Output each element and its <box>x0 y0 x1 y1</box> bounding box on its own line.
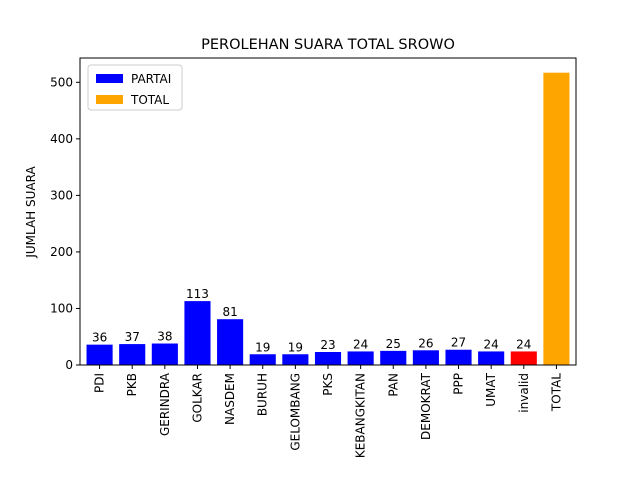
legend-swatch-partai <box>96 74 123 83</box>
bar-gelombang <box>282 354 309 365</box>
bar-demokrat <box>412 350 439 365</box>
x-tick-label-nasdem: NASDEM <box>223 373 237 425</box>
bar-pdi <box>86 344 113 365</box>
data-label-buruh: 19 <box>255 340 270 354</box>
data-label-gelombang: 19 <box>288 340 303 354</box>
legend-label-partai: PARTAI <box>131 72 171 86</box>
bar-pkb <box>119 344 146 365</box>
x-tick-label-invalid: invalid <box>517 373 531 413</box>
y-tick-label-300: 300 <box>50 188 73 202</box>
y-tick-label-200: 200 <box>50 245 73 259</box>
x-tick-label-buruh: BURUH <box>256 373 270 416</box>
bar-nasdem <box>217 319 244 365</box>
bar-golkar <box>184 301 211 365</box>
legend-swatch-total <box>96 95 123 104</box>
plot-frame <box>79 57 577 366</box>
x-tick-label-golkar: GOLKAR <box>190 373 204 423</box>
legend-label-total: TOTAL <box>130 93 169 107</box>
data-label-ppp: 27 <box>451 336 466 350</box>
bar-gerindra <box>151 343 178 365</box>
data-label-gerindra: 38 <box>157 330 172 344</box>
bar-total <box>543 72 570 365</box>
data-label-pan: 25 <box>386 337 401 351</box>
x-tick-label-demokrat: DEMOKRAT <box>419 372 433 440</box>
data-label-golkar: 113 <box>186 287 209 301</box>
x-axis: PDI PKB GERINDRA GOLKAR NASDEM BURUH GELOMBANG… <box>93 365 563 458</box>
y-axis: 0 100 200 300 400 500 <box>50 75 80 372</box>
chart-title: PEROLEHAN SUARA TOTAL SROWO <box>201 37 455 53</box>
data-label-invalid: 24 <box>516 337 531 351</box>
data-label-umat: 24 <box>484 337 499 351</box>
data-label-kebangkitan: 24 <box>353 337 368 351</box>
y-tick-label-400: 400 <box>50 132 73 146</box>
bar-ppp <box>445 349 472 365</box>
bars-layer <box>86 72 570 365</box>
x-tick-label-umat: UMAT <box>484 372 498 406</box>
x-tick-label-total: TOTAL <box>549 373 563 412</box>
data-label-pkb: 37 <box>125 330 140 344</box>
x-tick-label-pks: PKS <box>321 373 335 396</box>
data-label-nasdem: 81 <box>222 305 237 319</box>
x-tick-label-ppp: PPP <box>452 373 466 395</box>
y-tick-label-0: 0 <box>65 358 73 372</box>
x-tick-label-kebangkitan: KEBANGKITAN <box>354 373 368 458</box>
bar-kebangkitan <box>347 351 374 365</box>
bar-buruh <box>249 354 276 365</box>
y-axis-label: JUMLAH SUARA <box>24 166 38 259</box>
y-tick-label-500: 500 <box>50 75 73 89</box>
x-tick-label-gelombang: GELOMBANG <box>288 373 302 451</box>
bar-invalid <box>510 351 537 365</box>
data-label-demokrat: 26 <box>418 336 433 350</box>
bar-umat <box>478 351 505 365</box>
legend: PARTAI TOTAL <box>87 64 183 111</box>
bar-pks <box>314 351 342 365</box>
data-label-pks: 23 <box>320 338 335 352</box>
x-tick-label-pdi: PDI <box>93 373 107 393</box>
x-tick-label-gerindra: GERINDRA <box>158 372 172 436</box>
x-tick-label-pan: PAN <box>386 373 400 397</box>
y-tick-label-100: 100 <box>50 301 73 315</box>
x-tick-label-pkb: PKB <box>125 373 139 396</box>
data-labels-layer: 36 37 38 113 81 19 19 23 24 25 26 27 24 24 <box>92 287 531 354</box>
bar-pan <box>380 350 407 365</box>
data-label-pdi: 36 <box>92 331 107 345</box>
